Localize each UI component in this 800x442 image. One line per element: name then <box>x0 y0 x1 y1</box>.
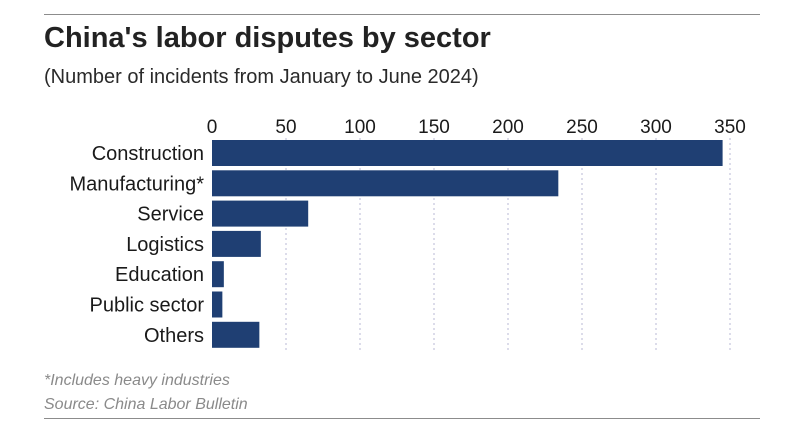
bar <box>212 321 260 348</box>
bar <box>212 230 261 257</box>
bar <box>212 170 559 197</box>
bottom-rule <box>44 418 760 419</box>
bar <box>212 200 309 227</box>
category-labels: Construction Manufacturing* Service Logisti… <box>69 143 204 347</box>
category-label: Public sector <box>90 295 205 317</box>
x-tick-label: 350 <box>714 117 746 138</box>
bar <box>212 140 723 166</box>
x-tick-label: 200 <box>492 117 524 138</box>
category-label: Others <box>144 325 204 347</box>
gridlines <box>285 138 731 350</box>
x-tick-label: 50 <box>275 117 296 138</box>
category-label: Logistics <box>126 234 204 256</box>
x-tick-label: 150 <box>418 117 450 138</box>
x-tick-label: 100 <box>344 117 376 138</box>
x-tick-label: 0 <box>207 117 218 138</box>
bar <box>212 291 223 318</box>
footnote: *Includes heavy industries <box>44 372 230 389</box>
category-label: Service <box>137 204 204 226</box>
x-tick-label: 300 <box>640 117 672 138</box>
x-tick-label: 250 <box>566 117 598 138</box>
category-label: Manufacturing* <box>69 173 204 195</box>
category-label: Education <box>115 264 204 286</box>
source-note: Source: China Labor Bulletin <box>44 396 248 413</box>
category-label: Construction <box>92 143 204 165</box>
x-axis-ticks: 0 50 100 150 200 250 300 350 <box>207 117 746 138</box>
top-rule <box>44 14 760 15</box>
bars <box>212 140 723 348</box>
chart-title: China's labor disputes by sector <box>44 22 491 54</box>
bar <box>212 261 224 288</box>
chart-subtitle: (Number of incidents from January to Jun… <box>44 66 479 88</box>
